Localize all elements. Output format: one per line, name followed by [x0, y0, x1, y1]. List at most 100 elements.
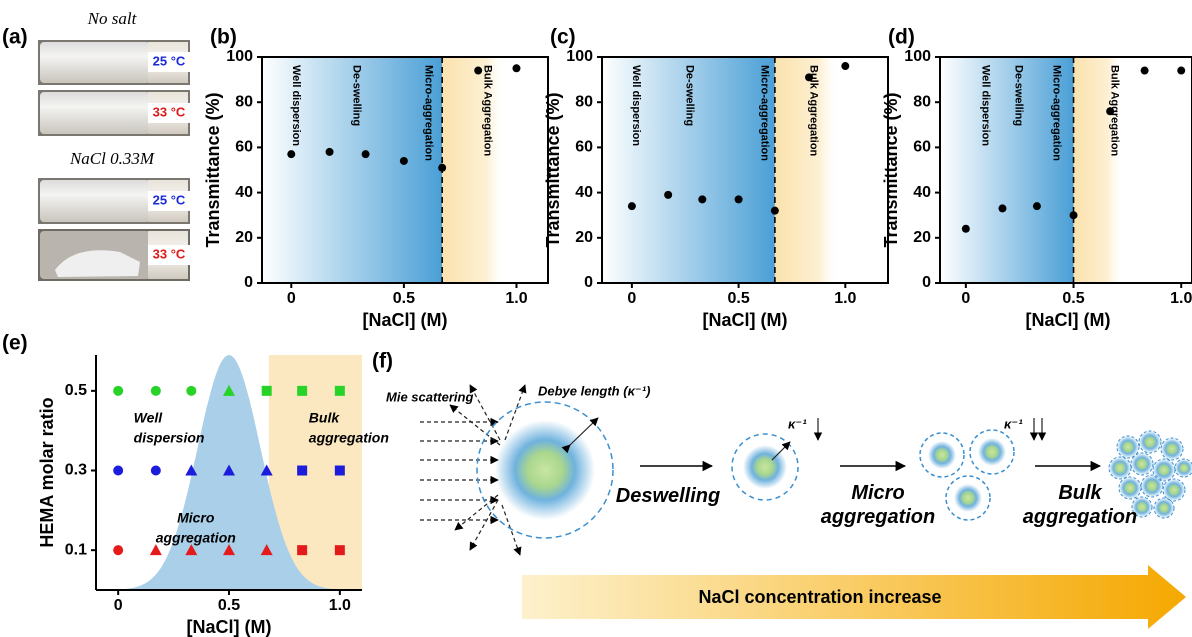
marker [262, 386, 272, 396]
data-point [512, 64, 520, 72]
data-point [1141, 67, 1149, 75]
y-tick-label: 0 [584, 274, 593, 291]
step-label-line: aggregation [821, 506, 935, 528]
x-tick-label: 1.0 [1170, 290, 1192, 307]
temperature: 33 °C [153, 246, 186, 261]
marker [113, 545, 123, 555]
step-label-line: Micro [851, 482, 904, 504]
marker [335, 386, 345, 396]
panel-label: (f) [372, 350, 393, 373]
data-point [664, 191, 672, 199]
panel-label: (d) [888, 26, 915, 49]
data-point [698, 195, 706, 203]
x-tick-label: 0.5 [1062, 290, 1084, 307]
kappa-label: κ⁻¹ [1004, 416, 1023, 431]
temperature: 33 °C [153, 104, 186, 119]
marker [150, 544, 162, 555]
step-label-line: aggregation [1023, 506, 1137, 528]
arrow-label: NaCl concentration increase [698, 587, 941, 607]
y-axis-title: Transmittance (%) [881, 92, 901, 247]
data-point [1177, 67, 1185, 75]
data-point [735, 195, 743, 203]
x-tick-label: 0.5 [727, 290, 749, 307]
temperature: 25 °C [153, 192, 186, 207]
data-point [805, 73, 813, 81]
y-tick-label: 80 [913, 93, 931, 110]
region-label: Micro-aggregation [758, 65, 770, 161]
kappa-label: κ⁻¹ [788, 416, 807, 431]
x-tick-label: 1.0 [505, 290, 527, 307]
y-axis-title: HEMA molar ratio [37, 397, 57, 547]
temperature: 25 °C [153, 53, 186, 68]
y-tick-label: 0 [244, 274, 253, 291]
region-label-line: aggregation [156, 529, 236, 545]
data-point [998, 204, 1006, 212]
y-tick-label: 20 [575, 229, 593, 246]
y-tick-label: 40 [575, 184, 593, 201]
x-axis-title: [NaCl] (M) [363, 310, 448, 330]
marker [113, 466, 123, 476]
region-label: Well dispersion [290, 65, 302, 146]
photo-panel: (a) No salt 25 °C 33 °C NaCl 0.33M 25 °C… [2, 9, 190, 281]
y-axis-title: Transmittance (%) [203, 92, 223, 247]
x-tick-label: 0 [961, 290, 970, 307]
region-label: Bulk Aggregation [481, 65, 493, 157]
panel-label: (a) [2, 26, 28, 49]
data-point [362, 150, 370, 158]
region-bulk [775, 57, 839, 283]
data-point [1106, 107, 1114, 115]
data-point [1070, 211, 1078, 219]
marker [186, 386, 196, 396]
data-point [474, 67, 482, 75]
y-tick-label: 100 [566, 48, 593, 65]
x-axis-title: [NaCl] (M) [187, 617, 272, 637]
region-label-line: Micro [177, 509, 215, 525]
region-label-line: aggregation [309, 429, 389, 445]
data-point [400, 157, 408, 165]
region-label: Micro-aggregation [423, 65, 435, 161]
figure: (a) No salt 25 °C 33 °C NaCl 0.33M 25 °C… [0, 0, 1192, 637]
region-label: Well dispersion [979, 65, 991, 146]
data-point [287, 150, 295, 158]
data-point [771, 207, 779, 215]
marker [335, 545, 345, 555]
y-tick-label: 0 [922, 274, 931, 291]
y-tick-label: 100 [904, 48, 931, 65]
region-label: Micro-aggregation [1050, 65, 1062, 161]
region-label-line: dispersion [134, 429, 205, 445]
region-label: De-swelling [1013, 65, 1025, 126]
y-tick-label: 40 [235, 184, 253, 201]
chart: (e)WelldispersionMicroaggregationBulkagg… [2, 332, 389, 637]
panel-label: (b) [210, 26, 237, 49]
y-tick-label: 60 [235, 139, 253, 156]
x-tick-label: 0.5 [218, 597, 240, 614]
region-label-line: Well [134, 409, 164, 425]
y-tick-label: 0.5 [65, 382, 87, 399]
x-tick-label: 0 [114, 597, 123, 614]
panel-label: (e) [2, 332, 28, 355]
y-tick-label: 80 [235, 93, 253, 110]
data-point [438, 164, 446, 172]
x-axis-title: [NaCl] (M) [1026, 310, 1111, 330]
y-tick-label: 60 [913, 139, 931, 156]
step-label: Deswelling [616, 485, 720, 507]
region-bulk [442, 57, 505, 283]
caption: No salt [87, 9, 138, 28]
x-tick-label: 0.5 [393, 290, 415, 307]
x-tick-label: 1.0 [329, 597, 351, 614]
data-point [841, 62, 849, 70]
y-tick-label: 0.1 [65, 541, 87, 558]
y-tick-label: 40 [913, 184, 931, 201]
x-tick-label: 1.0 [834, 290, 856, 307]
y-tick-label: 80 [575, 93, 593, 110]
schematic: (f) Mie scattering Debye length (κ⁻¹) κ⁻… [372, 350, 1192, 629]
region-label: Well dispersion [630, 65, 642, 146]
marker [113, 386, 123, 396]
marker [151, 386, 161, 396]
marker [297, 545, 307, 555]
y-axis-title: Transmittance (%) [543, 92, 563, 247]
data-point [628, 202, 636, 210]
